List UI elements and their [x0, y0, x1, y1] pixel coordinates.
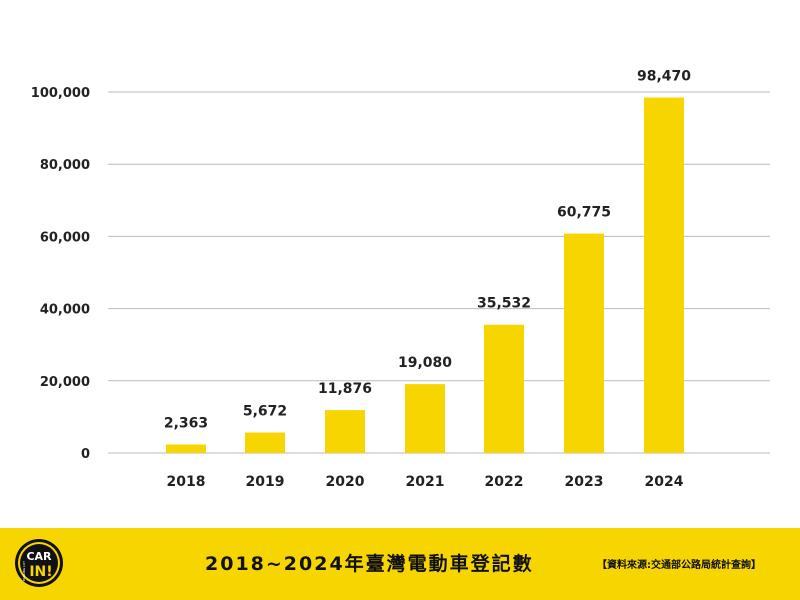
chart-title: 2018~2024年臺灣電動車登記數 — [205, 553, 534, 575]
x-tick-label: 2022 — [485, 474, 524, 490]
x-tick-label: 2018 — [167, 474, 206, 490]
data-label: 5,672 — [243, 404, 287, 420]
bar — [245, 432, 285, 453]
data-label: 98,470 — [637, 69, 691, 85]
bar — [644, 97, 684, 453]
x-tick-label: 2020 — [326, 474, 365, 490]
y-tick-label: 0 — [81, 447, 90, 462]
bar-chart: 0 20,000 40,000 60,000 80,000 100,000 2,363 201… — [31, 69, 770, 490]
x-tick-label: 2021 — [406, 474, 445, 490]
bar — [325, 410, 365, 453]
bar — [405, 384, 445, 453]
svg-text:IN!: IN! — [29, 564, 52, 580]
data-label: 35,532 — [477, 296, 531, 312]
y-tick-label: 100,000 — [31, 86, 90, 101]
svg-text:PARKING LOT: PARKING LOT — [22, 561, 26, 581]
x-tick-label: 2019 — [246, 474, 285, 490]
x-tick-label: 2023 — [565, 474, 604, 490]
bar — [484, 324, 524, 453]
y-tick-label: 40,000 — [40, 303, 90, 318]
x-tick-label: 2024 — [645, 474, 684, 490]
y-tick-label: 60,000 — [40, 230, 90, 245]
data-source-note: 【資料來源:交通部公路局統計查詢】 — [597, 560, 761, 571]
data-label: 60,775 — [557, 205, 611, 221]
data-label: 19,080 — [398, 355, 452, 371]
data-label: 2,363 — [164, 415, 208, 431]
car-in-logo: CAR IN! PARKING LOT — [14, 538, 64, 588]
footer-banner — [0, 528, 800, 600]
y-tick-label: 20,000 — [40, 375, 90, 390]
bar — [166, 444, 206, 453]
y-tick-label: 80,000 — [40, 158, 90, 173]
chart: 0 20,000 40,000 60,000 80,000 100,000 2,363 201… — [31, 69, 770, 490]
data-label: 11,876 — [318, 381, 372, 397]
bar — [564, 233, 604, 453]
svg-text:CAR: CAR — [26, 550, 52, 563]
